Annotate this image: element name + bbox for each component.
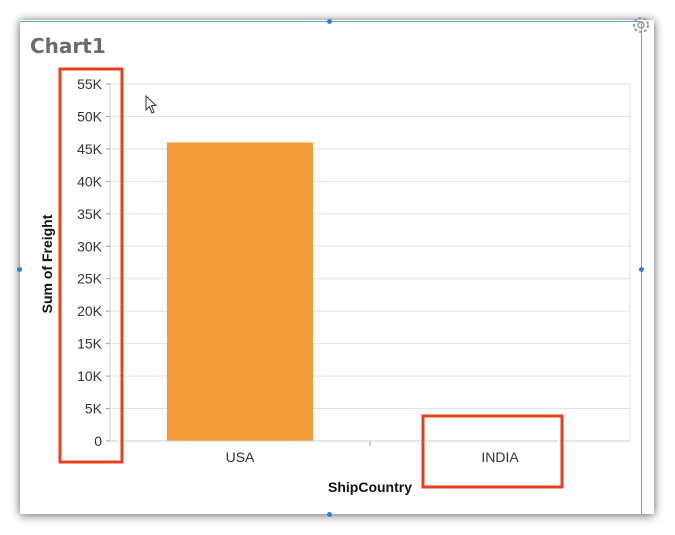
- y-tick-label: 45K: [77, 141, 103, 157]
- bars: [167, 142, 313, 441]
- x-axis: USA INDIA: [110, 440, 630, 465]
- chart-panel[interactable]: [20, 20, 654, 514]
- resize-handle-left[interactable]: [17, 267, 22, 272]
- y-axis-title: Sum of Freight: [39, 214, 55, 313]
- mouse-cursor-icon: [145, 95, 158, 114]
- y-tick-label: 0: [94, 433, 102, 449]
- chart-title: Chart1: [30, 34, 106, 58]
- y-tick-label: 55K: [77, 76, 103, 92]
- y-tick-label: 10K: [77, 368, 103, 384]
- y-tick-label: 30K: [77, 238, 103, 254]
- y-axis-highlight-box: [58, 67, 124, 464]
- y-tick-label: 5K: [85, 401, 103, 417]
- india-label-highlight-box-inner: [425, 418, 560, 485]
- bar-usa[interactable]: [167, 142, 313, 441]
- y-tick-label: 20K: [77, 303, 103, 319]
- y-tick-label: 15K: [77, 336, 103, 352]
- y-tick-label: 50K: [77, 108, 103, 124]
- gear-icon[interactable]: [630, 14, 652, 36]
- x-tick-label: INDIA: [481, 449, 519, 465]
- resize-handle-right[interactable]: [639, 267, 644, 272]
- y-tick-label: 35K: [77, 206, 103, 222]
- y-tick-label: 25K: [77, 271, 103, 287]
- resize-handle-bottom[interactable]: [327, 512, 332, 517]
- x-tick-label: USA: [226, 449, 255, 465]
- y-axis-highlight-box-inner: [62, 71, 120, 460]
- resize-handle-top[interactable]: [327, 19, 332, 24]
- india-label-highlight-box: [421, 414, 564, 489]
- highlight-boxes: [58, 67, 564, 489]
- y-axis: 0 5K 10K 15K 20K 25K 30K 35K 40K 45K 50K 55K: [77, 76, 111, 449]
- x-axis-title: ShipCountry: [328, 479, 412, 495]
- y-tick-label: 40K: [77, 173, 103, 189]
